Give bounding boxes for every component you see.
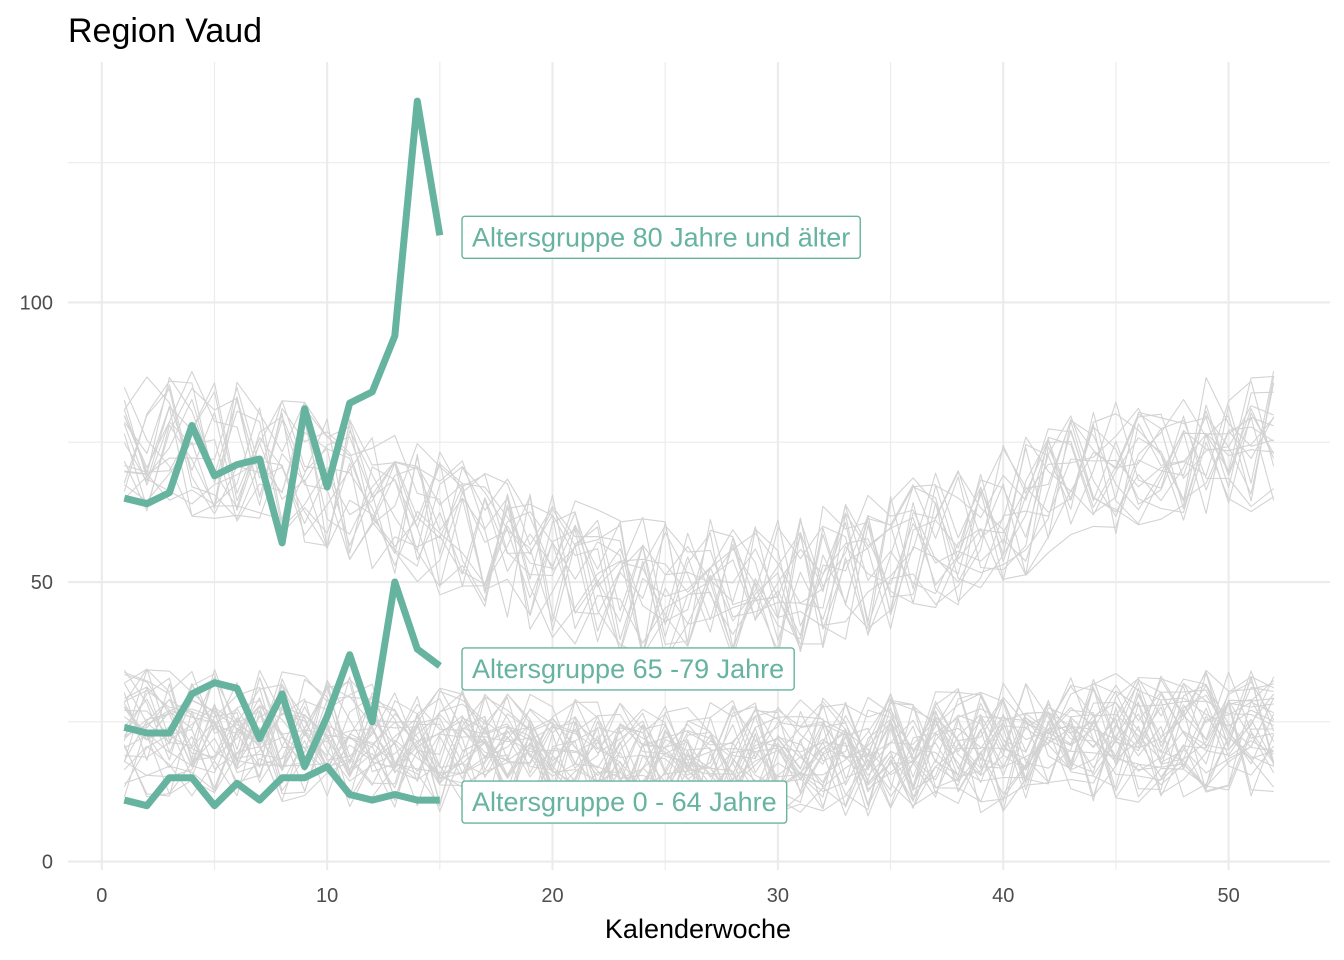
background-series-line — [123, 678, 1274, 798]
series-label: Altersgruppe 65 -79 Jahre — [461, 647, 795, 691]
background-series-line — [123, 388, 1274, 657]
background-series-line — [123, 697, 1275, 821]
background-series-line — [123, 676, 1275, 792]
y-tick-label: 50 — [31, 572, 53, 594]
series-label-box — [461, 647, 795, 691]
axes: 0 10 20 30 40 50 0 50 100 — [20, 292, 1240, 907]
series-label: Altersgruppe 80 Jahre und älter — [461, 215, 861, 260]
x-tick-label: 0 — [96, 885, 107, 907]
y-tick-label: 0 — [42, 852, 53, 874]
series-label-text: Altersgruppe 65 -79 Jahre — [472, 654, 784, 684]
background-series-line — [123, 699, 1274, 817]
x-tick-label: 50 — [1217, 885, 1239, 907]
series-label-text: Altersgruppe 80 Jahre und älter — [472, 222, 850, 252]
grid — [68, 62, 1330, 870]
background-series-line — [124, 697, 1274, 820]
x-tick-label: 30 — [767, 885, 789, 907]
background-series-line — [124, 391, 1275, 652]
highlighted-series-line — [123, 97, 444, 547]
highlighted-series-group — [123, 97, 444, 810]
chart-title: Region Vaud — [68, 12, 262, 50]
background-series-line — [123, 401, 1275, 656]
series-labels: Altersgruppe 80 Jahre und älter Altersgru… — [461, 215, 861, 824]
background-series-line — [124, 705, 1275, 823]
background-series-line — [123, 382, 1274, 662]
series-label-box — [461, 215, 861, 260]
x-tick-label: 40 — [992, 885, 1014, 907]
background-series-line — [123, 370, 1275, 652]
background-series-line — [123, 376, 1275, 659]
x-axis-title: Kalenderwoche — [605, 914, 791, 944]
y-tick-label: 100 — [20, 292, 53, 314]
series-label: Altersgruppe 0 - 64 Jahre — [461, 780, 788, 824]
x-tick-label: 10 — [316, 885, 338, 907]
series-label-box — [461, 780, 788, 824]
background-series-line — [124, 668, 1275, 792]
background-series-line — [124, 681, 1275, 794]
highlighted-series-line — [123, 578, 442, 771]
background-series-line — [123, 697, 1275, 817]
background-series-line — [123, 668, 1274, 797]
highlighted-series-line — [123, 763, 440, 810]
series-label-text: Altersgruppe 0 - 64 Jahre — [472, 787, 777, 817]
x-tick-label: 20 — [541, 885, 563, 907]
background-series-line — [123, 669, 1274, 795]
background-series-line — [123, 699, 1274, 816]
background-series-line — [123, 380, 1275, 641]
